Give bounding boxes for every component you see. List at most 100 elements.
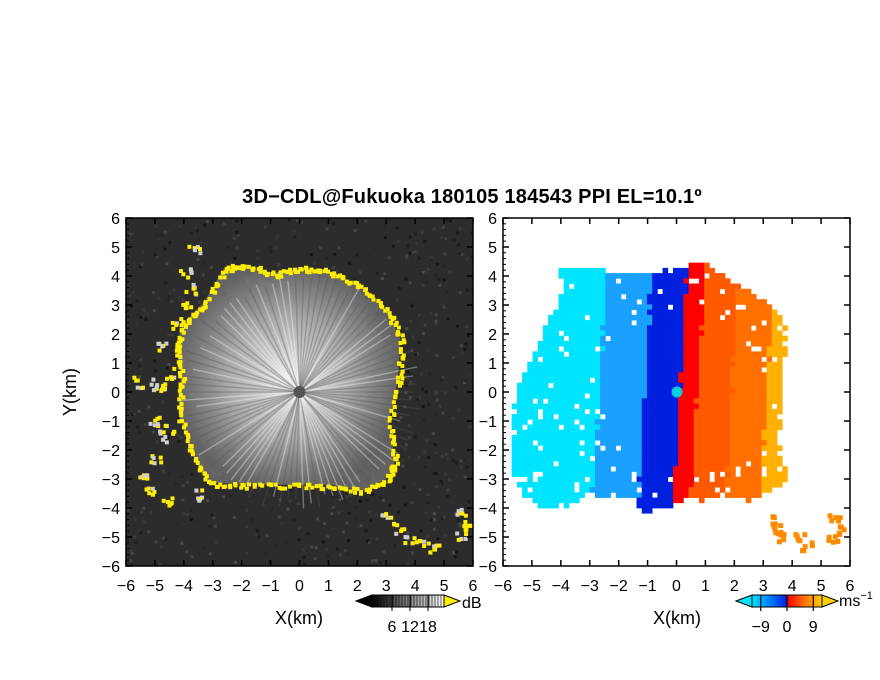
velocity-pixel bbox=[532, 461, 539, 467]
velocity-pixel bbox=[516, 414, 523, 420]
velocity-pixel bbox=[631, 340, 637, 347]
velocity-pixel bbox=[652, 502, 658, 509]
velocity-pixel bbox=[594, 330, 601, 337]
velocity-pixel bbox=[532, 492, 539, 498]
velocity-pixel bbox=[761, 403, 767, 410]
velocity-pixel bbox=[594, 476, 601, 483]
echo-ray bbox=[226, 391, 301, 474]
velocity-pixel bbox=[693, 304, 700, 311]
noise-pixel bbox=[416, 397, 420, 401]
noise-pixel bbox=[161, 469, 165, 473]
edge-pixel bbox=[224, 269, 229, 274]
velocity-pixel bbox=[631, 398, 637, 404]
velocity-pixel bbox=[568, 382, 575, 389]
velocity-pixel bbox=[714, 367, 721, 373]
velocity-pixel bbox=[652, 299, 658, 305]
velocity-pixel bbox=[620, 434, 627, 441]
velocity-pixel bbox=[548, 502, 554, 509]
noise-pixel bbox=[155, 225, 159, 229]
velocity-pixel bbox=[652, 288, 658, 295]
velocity-pixel bbox=[709, 346, 715, 352]
velocity-pixel bbox=[574, 283, 580, 290]
velocity-pixel bbox=[589, 278, 596, 284]
noise-pixel bbox=[331, 506, 335, 510]
velocity-pixel bbox=[735, 330, 741, 337]
edge-pixel bbox=[292, 482, 297, 487]
velocity-pixel bbox=[646, 278, 653, 284]
velocity-pixel bbox=[672, 440, 679, 446]
edge-pixel bbox=[177, 350, 182, 355]
noise-pixel bbox=[178, 225, 182, 229]
velocity-pixel bbox=[600, 408, 606, 415]
velocity-pixel bbox=[750, 393, 757, 399]
velocity-pixel bbox=[579, 293, 585, 300]
velocity-pixel bbox=[605, 445, 611, 451]
velocity-pixel bbox=[537, 424, 544, 431]
edge-pixel bbox=[331, 274, 336, 279]
velocity-pixel bbox=[563, 424, 570, 431]
velocity-pixel bbox=[698, 340, 705, 347]
velocity-pixel bbox=[553, 466, 559, 472]
noise-pixel bbox=[300, 221, 304, 225]
velocity-pixel bbox=[678, 424, 684, 431]
edge-pixel bbox=[401, 338, 406, 343]
velocity-pixel bbox=[678, 487, 684, 493]
velocity-pixel bbox=[620, 403, 627, 410]
echo-ray bbox=[201, 320, 300, 393]
velocity-pixel bbox=[678, 330, 684, 337]
velocity-pixel bbox=[662, 461, 669, 467]
noise-pixel bbox=[439, 479, 443, 483]
noise-pixel bbox=[345, 521, 349, 525]
velocity-pixel bbox=[740, 487, 747, 493]
edge-pixel bbox=[310, 485, 315, 490]
velocity-pixel bbox=[719, 445, 726, 451]
velocity-pixel bbox=[719, 304, 726, 311]
edge-pixel bbox=[397, 383, 402, 388]
velocity-pixel bbox=[761, 372, 767, 378]
noise-pixel bbox=[247, 494, 251, 498]
velocity-pixel bbox=[657, 461, 663, 467]
noise-pixel bbox=[408, 235, 412, 239]
velocity-outlier bbox=[838, 524, 844, 530]
velocity-pixel bbox=[605, 340, 611, 347]
velocity-pixel bbox=[771, 346, 778, 352]
velocity-pixel bbox=[704, 377, 710, 384]
velocity-pixel bbox=[688, 434, 695, 441]
noise-pixel bbox=[471, 231, 473, 235]
velocity-pixel bbox=[563, 346, 570, 352]
velocity-pixel bbox=[620, 429, 627, 436]
velocity-pixel bbox=[558, 445, 565, 451]
velocity-pixel bbox=[704, 288, 710, 295]
echo-ray bbox=[208, 391, 300, 469]
velocity-pixel bbox=[756, 372, 762, 378]
velocity-pixel bbox=[735, 320, 741, 326]
velocity-pixel bbox=[667, 440, 674, 446]
velocity-pixel bbox=[594, 481, 601, 488]
velocity-pixel bbox=[745, 487, 752, 493]
noise-pixel bbox=[401, 464, 405, 468]
outlier-pixel bbox=[455, 512, 460, 517]
velocity-pixel bbox=[615, 455, 622, 462]
velocity-pixel bbox=[698, 330, 705, 337]
velocity-pixel bbox=[657, 419, 663, 425]
edge-pixel bbox=[353, 280, 358, 285]
velocity-pixel bbox=[631, 283, 637, 290]
noise-pixel bbox=[440, 482, 444, 486]
velocity-pixel bbox=[553, 497, 559, 504]
velocity-pixel bbox=[771, 476, 778, 483]
velocity-pixel bbox=[610, 283, 617, 290]
noise-pixel bbox=[161, 400, 165, 404]
velocity-pixel bbox=[672, 492, 679, 498]
velocity-pixel bbox=[589, 299, 596, 305]
velocity-pixel bbox=[704, 434, 710, 441]
noise-pixel bbox=[199, 241, 203, 245]
velocity-pixel bbox=[750, 340, 757, 347]
edge-pixel bbox=[355, 285, 360, 290]
velocity-pixel bbox=[646, 299, 653, 305]
outlier-pixel bbox=[171, 431, 176, 436]
velocity-pixel bbox=[626, 299, 632, 305]
velocity-outlier bbox=[809, 543, 815, 549]
velocity-pixel bbox=[626, 414, 632, 420]
velocity-pixel bbox=[662, 466, 669, 472]
velocity-pixel bbox=[589, 408, 596, 415]
